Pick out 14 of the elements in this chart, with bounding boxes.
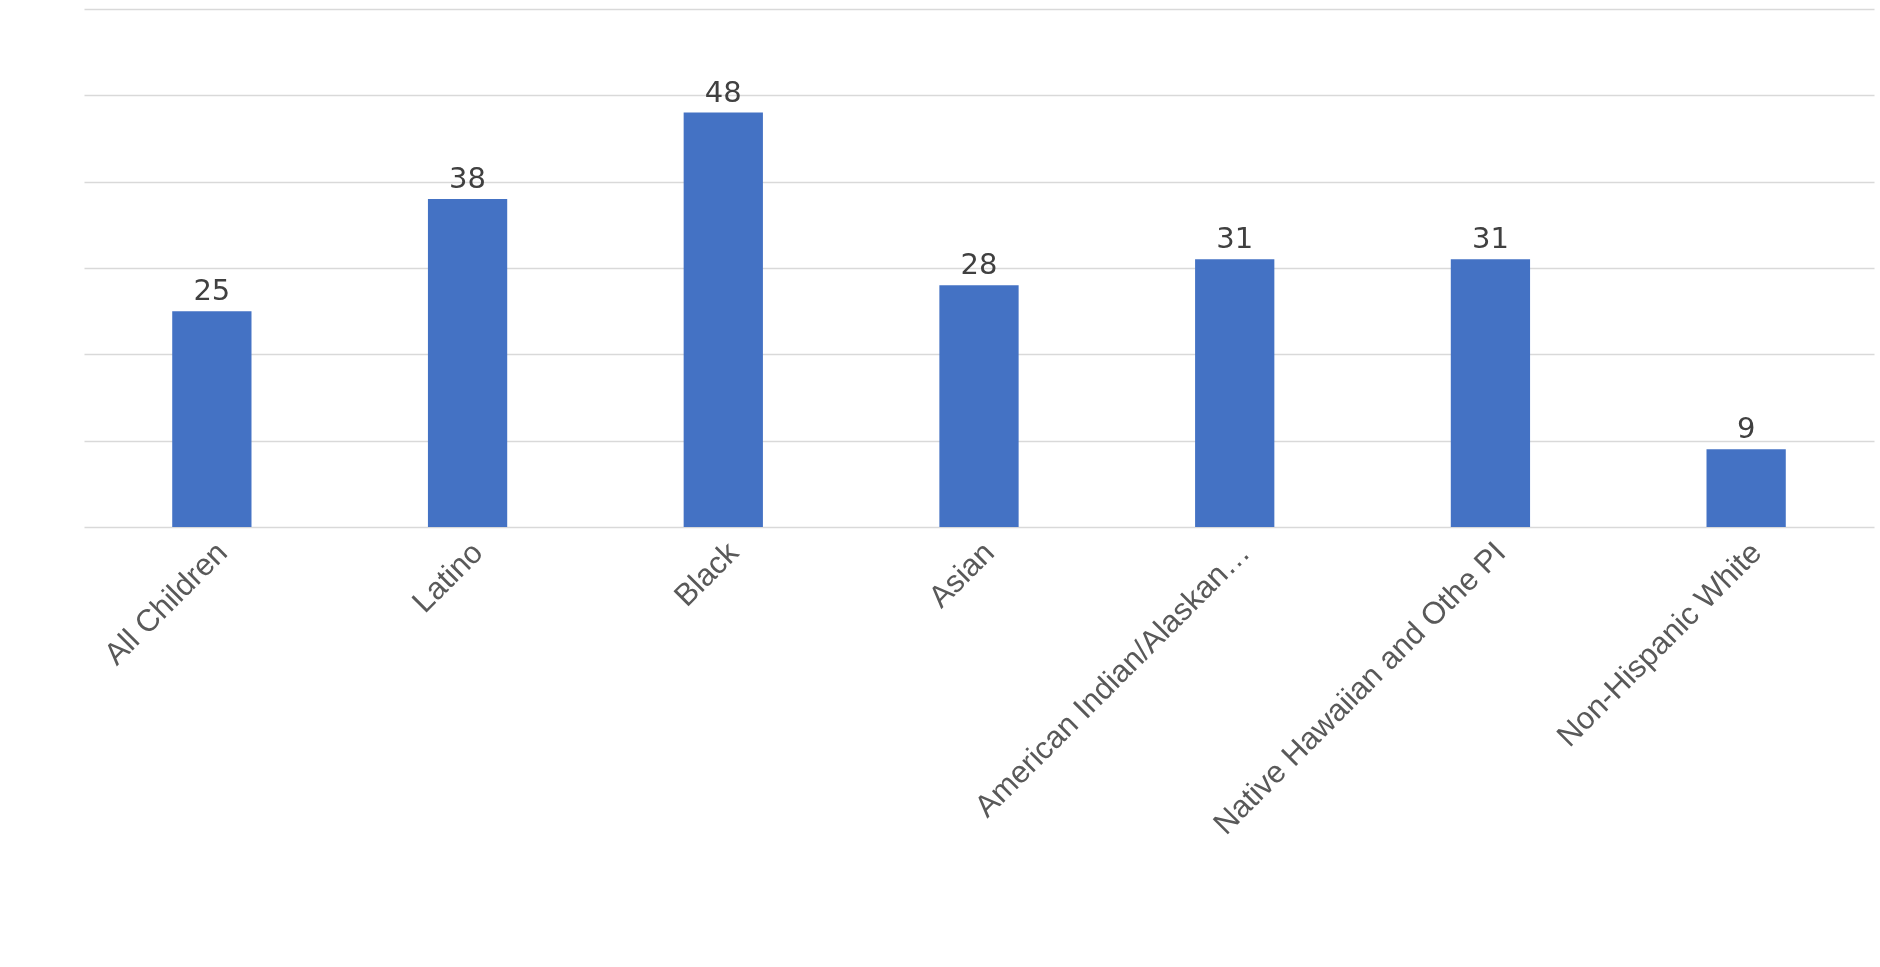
bar bbox=[1450, 259, 1531, 527]
data-label: 48 bbox=[704, 74, 742, 109]
data-label: 28 bbox=[960, 247, 998, 282]
bar bbox=[683, 112, 763, 527]
data-label: 25 bbox=[193, 273, 231, 308]
bar bbox=[1706, 449, 1786, 527]
data-label: 9 bbox=[1736, 411, 1756, 446]
bar bbox=[939, 285, 1019, 527]
data-label: 31 bbox=[1216, 221, 1254, 256]
data-label: 31 bbox=[1471, 221, 1509, 256]
bar bbox=[427, 198, 508, 527]
bar bbox=[1195, 259, 1275, 527]
bar bbox=[172, 311, 252, 527]
data-label: 38 bbox=[449, 160, 487, 195]
